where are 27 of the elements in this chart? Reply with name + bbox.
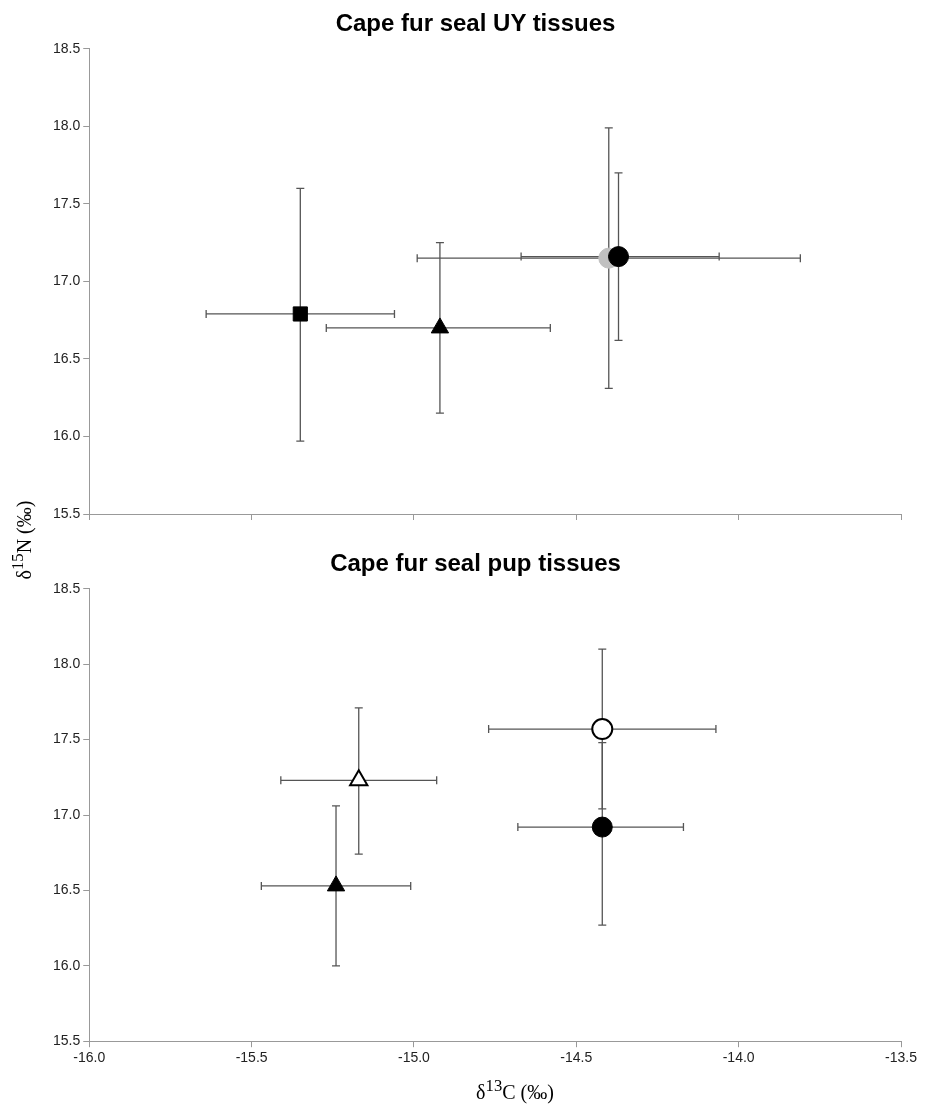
chart-title: Cape fur seal UY tissues	[335, 9, 616, 37]
y-tick-label: 15.5	[53, 1032, 81, 1049]
y-tick-label: 16.5	[53, 349, 81, 366]
point	[591, 718, 614, 741]
point	[591, 816, 613, 838]
y-tick-label: 17.0	[53, 272, 81, 289]
x-axis-title: δ$^{13}$C (‰)	[476, 1076, 554, 1104]
x-tick-label: -16.0	[73, 1049, 106, 1066]
x-tick-label: -15.5	[235, 1049, 268, 1066]
y-tick-label: 17.5	[53, 194, 81, 211]
x-tick-label: -15.0	[397, 1049, 431, 1066]
y-tick-label: 16.0	[53, 956, 81, 973]
x-tick-label: -13.5	[885, 1049, 918, 1066]
x-tick-label: -14.0	[722, 1049, 755, 1066]
y-tick-label: 15.5	[53, 504, 81, 521]
point	[349, 769, 369, 787]
y-tick-label: 18.5	[53, 579, 81, 596]
y-tick-label: 16.0	[53, 427, 81, 444]
y-tick-label: 18.0	[53, 117, 81, 134]
point	[326, 875, 346, 892]
y-tick-label: 18.5	[53, 39, 81, 56]
y-tick-label: 18.0	[53, 655, 81, 672]
chart-title: Cape fur seal pup tissues	[330, 549, 621, 577]
x-tick-label: -14.5	[560, 1049, 593, 1066]
y-tick-label: 17.0	[53, 805, 81, 822]
y-tick-label: 16.5	[53, 881, 81, 898]
y-tick-label: 17.5	[53, 730, 81, 747]
